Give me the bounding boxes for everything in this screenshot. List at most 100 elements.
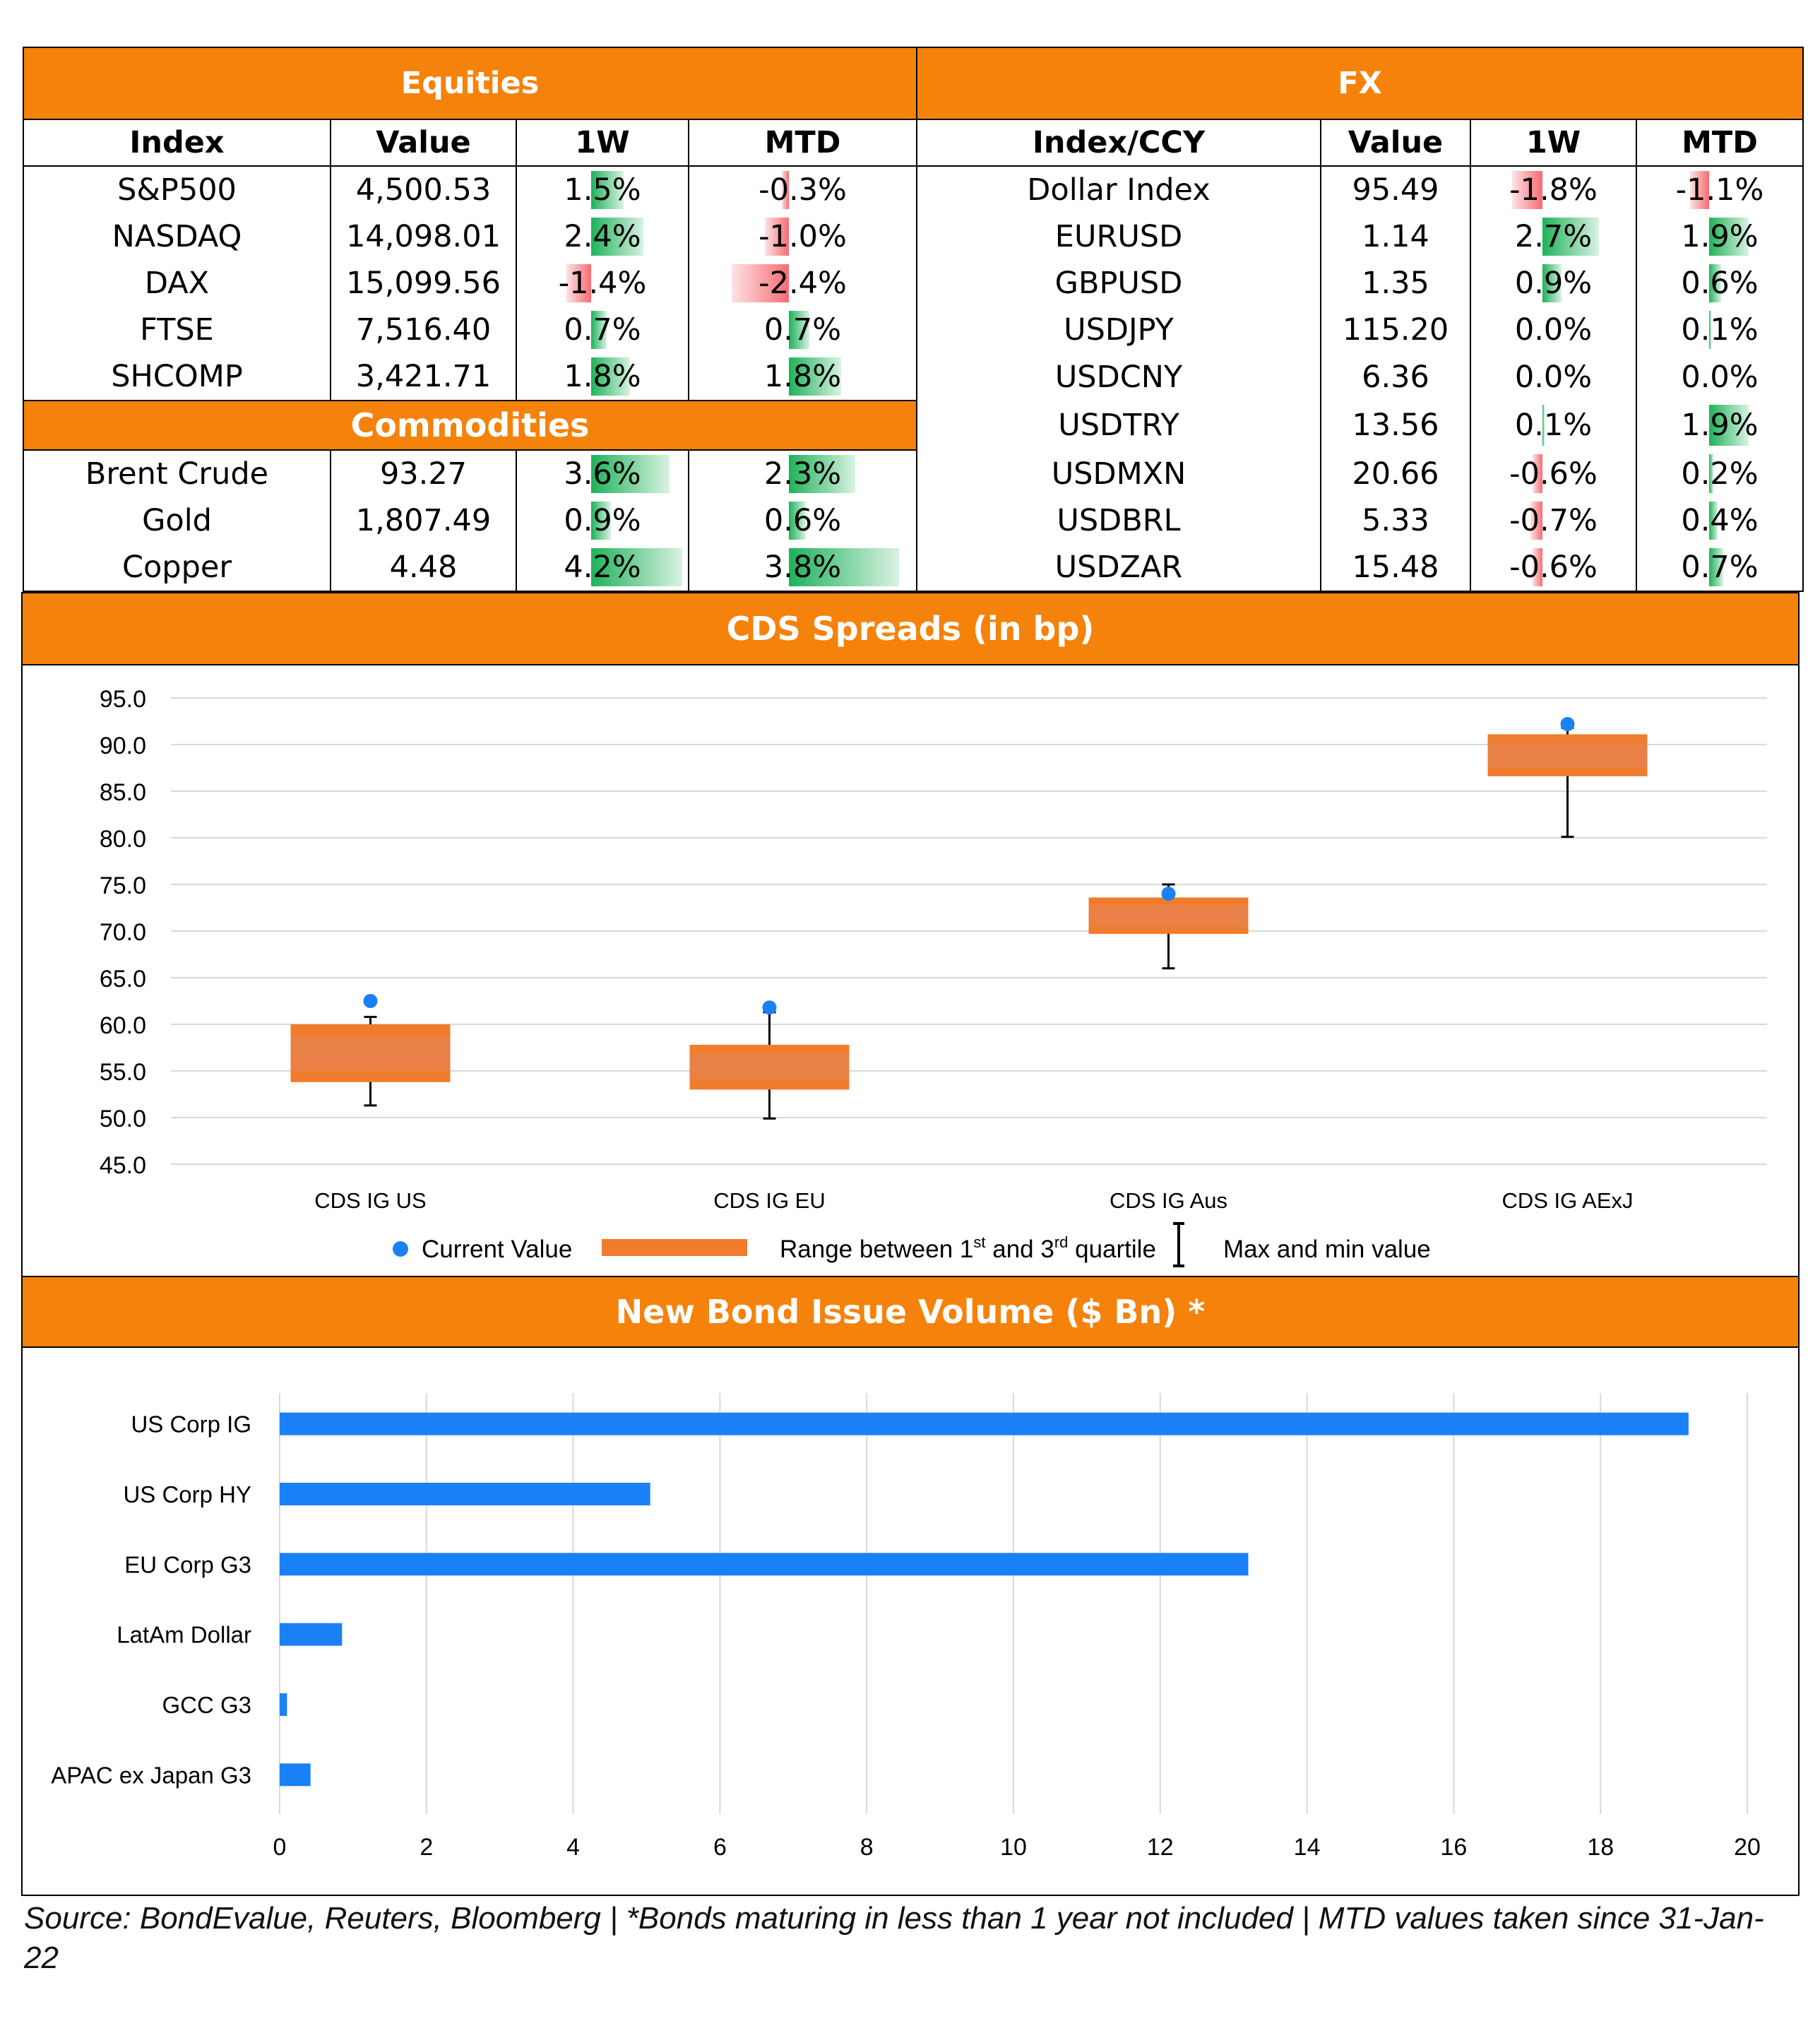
fx-mtd-cell: 0.0% <box>1635 353 1804 401</box>
commodity-name: Copper <box>23 544 331 592</box>
fx-mtd-databar <box>1708 502 1718 540</box>
fx-w1-cell: -0.6% <box>1470 450 1637 497</box>
fx-w1-cell: 0.1% <box>1470 401 1637 450</box>
x-tick-label: 6 <box>713 1834 727 1861</box>
bar <box>280 1623 343 1646</box>
fx-w1-cell: -1.8% <box>1470 166 1637 213</box>
fx-w1-databar <box>1542 405 1545 446</box>
quartile-box-inner <box>1088 904 1249 927</box>
fx-w1-cell: 0.9% <box>1470 260 1637 307</box>
fx-w1-value: 0.0% <box>1514 312 1593 348</box>
fx-w1-value: -0.6% <box>1509 550 1598 585</box>
equity-w1-databar <box>591 311 607 349</box>
fx-w1-databar <box>1532 454 1543 493</box>
quartile-box-inner <box>290 1036 451 1071</box>
equity-mtd-cell: -0.3% <box>688 166 917 213</box>
fx-w1-databar <box>1542 218 1599 256</box>
equity-mtd-value: -2.4% <box>759 266 847 301</box>
x-category-label: CDS IG AExJ <box>1501 1188 1633 1213</box>
legend-current-marker <box>393 1241 408 1257</box>
commodity-value: 1,807.49 <box>330 497 517 544</box>
commodity-mtd-value: 0.6% <box>763 503 842 538</box>
commodity-w1-value: 4.2% <box>564 550 641 585</box>
commodity-mtd-cell: 3.8% <box>688 544 917 592</box>
equity-w1-databar <box>591 357 631 396</box>
y-tick-label: 60.0 <box>100 1012 146 1039</box>
commodity-w1-cell: 3.6% <box>516 450 689 497</box>
table-row: FTSE 7,516.40 0.7% 0.7% USDJPY 115.20 0.0% 0.1% <box>23 307 1804 353</box>
commodity-w1-databar <box>591 548 682 586</box>
fx-mtd-databar <box>1690 171 1709 209</box>
equity-mtd-cell: -2.4% <box>688 260 917 307</box>
fx-mtd-cell: 0.2% <box>1635 450 1804 497</box>
equity-value: 14,098.01 <box>330 213 517 260</box>
fx-header-index: Index/CCY <box>916 119 1321 167</box>
x-tick-label: 10 <box>1000 1834 1027 1861</box>
y-category-label: US Corp HY <box>123 1481 251 1507</box>
fx-mtd-value: 0.6% <box>1681 266 1759 301</box>
cds-chart-panel: 95.0 90.0 85.0 80.0 75.0 70.0 65.0 60.0 55.0 50.0… <box>21 664 1800 1277</box>
y-category-label: US Corp IG <box>131 1411 251 1438</box>
fx-w1-cell: 2.7% <box>1470 213 1637 260</box>
fx-header-1w: 1W <box>1470 119 1637 167</box>
commodity-w1-cell: 4.2% <box>516 544 689 592</box>
equity-w1-cell: 2.4% <box>516 213 689 260</box>
source-note: Source: BondEvalue, Reuters, Bloomberg |… <box>24 1901 1764 1975</box>
fx-value: 5.33 <box>1320 497 1471 544</box>
y-category-label: APAC ex Japan G3 <box>51 1762 251 1788</box>
equity-mtd-value: -1.0% <box>759 219 847 254</box>
legend-range-swatch <box>602 1239 747 1256</box>
fx-mtd-cell: 0.4% <box>1635 497 1804 544</box>
bar <box>280 1553 1249 1576</box>
bar <box>280 1483 650 1505</box>
table-row: Gold 1,807.49 0.9% 0.6% USDBRL 5.33 -0.7% 0.4% <box>23 497 1804 544</box>
y-tick-label: 95.0 <box>100 686 146 713</box>
equity-value: 3,421.71 <box>330 353 517 401</box>
commodity-mtd-cell: 0.6% <box>688 497 917 544</box>
commodity-mtd-value: 2.3% <box>763 456 842 492</box>
equity-w1-value: 0.7% <box>564 312 641 348</box>
bond-chart-panel: 0 2 4 6 8 10 12 14 16 18 20 US Corp IG US Corp HY EU … <box>21 1346 1800 1896</box>
fx-mtd-databar <box>1708 454 1713 493</box>
equity-mtd-cell: 1.8% <box>688 353 917 401</box>
y-tick-label: 85.0 <box>100 779 146 806</box>
x-tick-label: 0 <box>273 1834 287 1861</box>
market-summary: Equities FX Index Value 1W MTD Index/CCY… <box>23 47 1804 592</box>
legend-maxmin-label: Max and min value <box>1223 1236 1431 1263</box>
y-tick-label: 55.0 <box>100 1059 146 1086</box>
fx-mtd-cell: 0.1% <box>1635 307 1804 353</box>
current-value-marker <box>363 994 378 1008</box>
x-tick-label: 12 <box>1147 1834 1174 1861</box>
equity-w1-value: 1.8% <box>564 359 641 394</box>
equity-w1-value: -1.4% <box>558 266 647 301</box>
fx-w1-databar <box>1532 548 1543 586</box>
fx-mtd-databar <box>1708 218 1749 256</box>
fx-w1-value: -0.7% <box>1509 503 1598 538</box>
equity-name: DAX <box>23 260 331 307</box>
x-tick-label: 8 <box>860 1834 874 1861</box>
x-tick-label: 16 <box>1440 1834 1467 1861</box>
fx-w1-databar <box>1530 502 1543 540</box>
commodity-w1-databar <box>591 455 670 493</box>
bond-chart: 0 2 4 6 8 10 12 14 16 18 20 US Corp IG US Corp HY EU … <box>51 1393 1761 1861</box>
commodity-mtd-cell: 2.3% <box>688 450 917 497</box>
x-tick-label: 18 <box>1587 1834 1614 1861</box>
bond-title: New Bond Issue Volume ($ Bn) * <box>21 1276 1800 1348</box>
table-row: Commodities USDTRY 13.56 0.1% 1.9% <box>23 400 1804 451</box>
table-row: Brent Crude 93.27 3.6% 2.3% USDMXN 20.66 -0.6%… <box>23 450 1804 497</box>
fx-w1-value: -1.8% <box>1509 172 1598 208</box>
current-value-marker <box>1161 887 1176 901</box>
x-tick-label: 2 <box>420 1834 433 1861</box>
quartile-box-inner <box>689 1053 850 1081</box>
table-row: DAX 15,099.56 -1.4% -2.4% GBPUSD 1.35 0.9% 0.6% <box>23 260 1804 307</box>
fx-name: USDCNY <box>916 353 1321 401</box>
fx-name: GBPUSD <box>916 260 1321 307</box>
y-category-label: EU Corp G3 <box>124 1551 251 1577</box>
fx-header-mtd: MTD <box>1635 119 1804 167</box>
equity-name: S&P500 <box>23 166 331 213</box>
equity-name: FTSE <box>23 307 331 353</box>
fx-w1-databar <box>1511 171 1543 209</box>
equity-value: 7,516.40 <box>330 307 517 353</box>
legend-current-label: Current Value <box>422 1236 572 1263</box>
equity-mtd-databar <box>765 218 789 256</box>
